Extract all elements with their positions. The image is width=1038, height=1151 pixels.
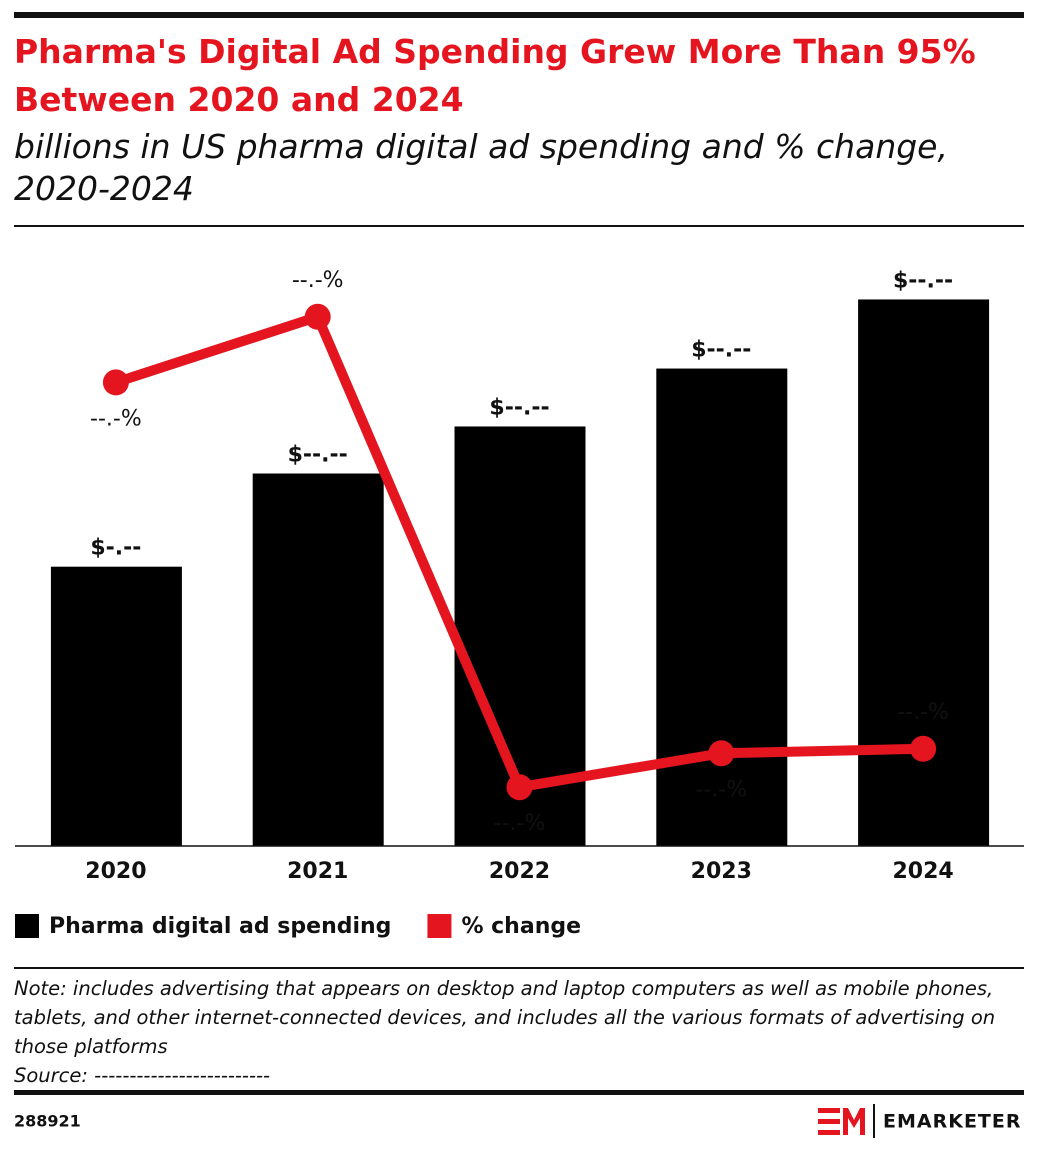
data-label: --.-% xyxy=(90,406,142,431)
x-tick-label: 2022 xyxy=(489,859,550,884)
data-label: $-.-- xyxy=(90,536,141,561)
bar xyxy=(252,473,384,846)
rule xyxy=(14,225,1024,227)
bar xyxy=(858,299,990,847)
x-tick-label: 2021 xyxy=(287,859,348,884)
bar xyxy=(50,566,182,846)
rule xyxy=(14,967,1024,969)
chart-subtitle: billions in US pharma digital ad spendin… xyxy=(14,127,948,208)
line-point xyxy=(102,369,129,396)
source: Source: ------------------------- xyxy=(14,1064,271,1087)
top-rule xyxy=(14,12,1024,18)
data-label: --.-% xyxy=(292,268,344,293)
line-point xyxy=(708,740,735,767)
line-point xyxy=(910,735,937,762)
bar xyxy=(656,368,788,846)
x-tick-label: 2020 xyxy=(85,859,146,884)
data-label: $--.-- xyxy=(893,268,953,293)
brand: EMARKETER xyxy=(883,1111,1022,1133)
line-point xyxy=(506,774,533,801)
logo xyxy=(818,1104,875,1138)
x-tick-label: 2024 xyxy=(892,859,953,884)
data-label: $--.-- xyxy=(691,338,751,363)
legend-label: % change xyxy=(461,914,581,939)
data-label: --.-% xyxy=(897,700,949,725)
line-point xyxy=(304,303,331,330)
x-tick-label: 2023 xyxy=(691,859,752,884)
rule xyxy=(14,1090,1024,1095)
data-label: --.-% xyxy=(494,811,546,836)
chart-id: 288921 xyxy=(14,1112,81,1131)
legend-label: Pharma digital ad spending xyxy=(49,914,391,939)
legend-swatch xyxy=(427,914,452,938)
note: Note: includes advertising that appears … xyxy=(14,974,1024,1090)
note-text: Note: includes advertising that appears … xyxy=(14,977,996,1058)
data-label: --.-% xyxy=(695,777,747,802)
data-label: $--.-- xyxy=(288,443,348,468)
legend-swatch xyxy=(15,914,39,938)
data-label: $--.-- xyxy=(489,395,549,420)
chart-title: Pharma's Digital Ad Spending Grew More T… xyxy=(14,32,976,119)
